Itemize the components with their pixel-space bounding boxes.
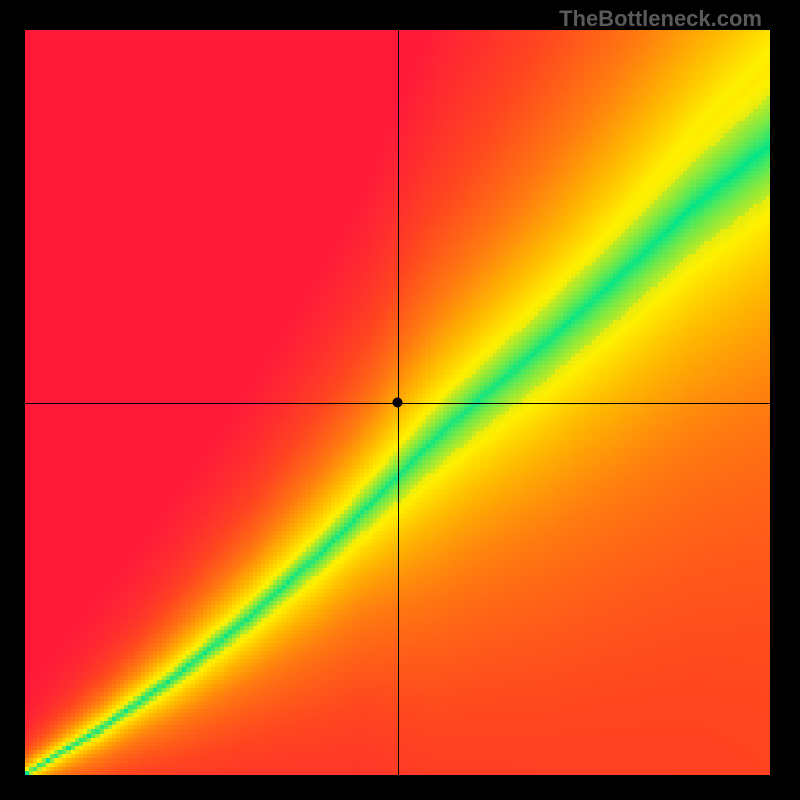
bottleneck-heatmap	[25, 30, 770, 775]
chart-container: TheBottleneck.com	[0, 0, 800, 800]
watermark-text: TheBottleneck.com	[559, 6, 762, 32]
